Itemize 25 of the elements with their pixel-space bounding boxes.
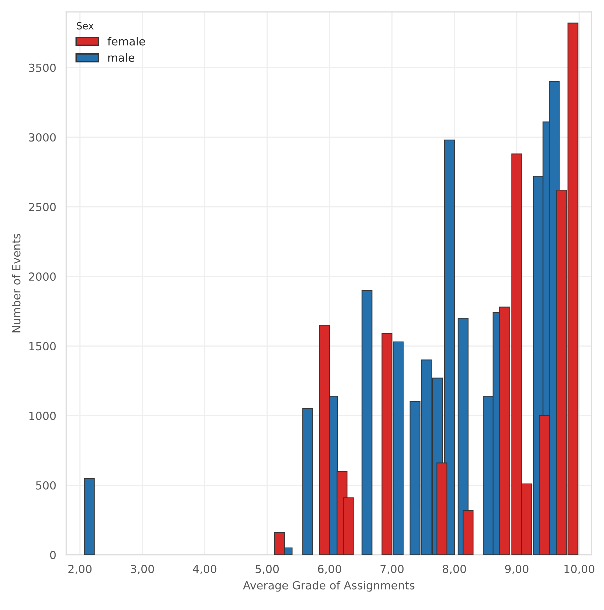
x-tick-label: 8,00: [443, 565, 466, 575]
x-tick-label: 3,00: [131, 565, 154, 575]
y-tick-label: 0: [50, 551, 56, 560]
y-tick-label: 3500: [29, 64, 56, 72]
x-tick-label: 6,00: [318, 565, 342, 575]
x-tick-label: 7,00: [380, 565, 404, 575]
y-axis-title: Number of Events: [12, 234, 21, 333]
legend-title: Sex: [77, 22, 94, 30]
y-tick-label: 2000: [29, 272, 56, 282]
y-tick-label: 1000: [30, 412, 56, 420]
x-tick-label: 9,00: [505, 565, 529, 575]
x-tick-label: 4,00: [193, 565, 217, 575]
legend-label: female: [108, 37, 146, 46]
x-tick-label: 2,00: [68, 565, 92, 575]
y-tick-label: 2500: [29, 203, 56, 212]
x-axis-title: Average Grade of Assignments: [243, 581, 415, 592]
y-tick-label: 1500: [30, 342, 56, 351]
y-tick-label: 500: [36, 481, 56, 490]
x-tick-label: 5,00: [256, 565, 280, 575]
bar: [302, 408, 314, 556]
legend-label: male: [108, 53, 135, 62]
x-tick-label: 10,00: [564, 565, 595, 575]
bar: [362, 290, 373, 556]
bar: [84, 478, 95, 556]
y-tick-label: 3000: [29, 133, 56, 142]
